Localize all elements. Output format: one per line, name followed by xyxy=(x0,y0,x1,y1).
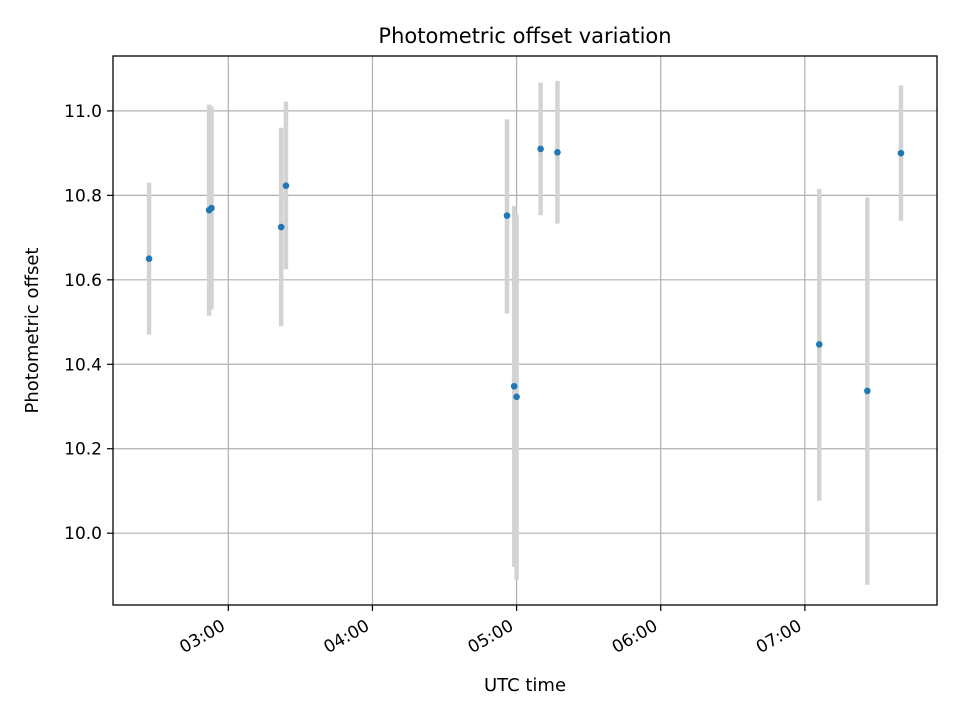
data-point xyxy=(513,393,520,401)
data-point xyxy=(503,212,511,219)
data-point xyxy=(145,255,153,263)
y-tick-label: 10.2 xyxy=(64,440,102,460)
point-layer xyxy=(145,145,905,401)
data-point xyxy=(554,148,561,156)
y-tick-label: 10.0 xyxy=(64,524,102,544)
chart-title: Photometric offset variation xyxy=(378,24,671,48)
plot-frame xyxy=(112,55,938,606)
data-point xyxy=(208,204,215,212)
data-point xyxy=(510,382,518,390)
data-point xyxy=(897,149,905,157)
data-point xyxy=(864,387,871,395)
data-point xyxy=(277,223,285,231)
x-axis-label: UTC time xyxy=(484,675,566,696)
data-point xyxy=(537,145,544,153)
y-tick-label: 10.8 xyxy=(64,186,102,206)
y-axis-label: Photometric offset xyxy=(22,248,43,414)
y-tick-label: 10.4 xyxy=(64,355,102,375)
y-tick-label: 10.6 xyxy=(64,271,102,291)
data-point xyxy=(282,182,290,189)
y-tick-label: 11.0 xyxy=(64,102,102,122)
grid-layer xyxy=(113,56,937,605)
data-point xyxy=(815,341,823,348)
